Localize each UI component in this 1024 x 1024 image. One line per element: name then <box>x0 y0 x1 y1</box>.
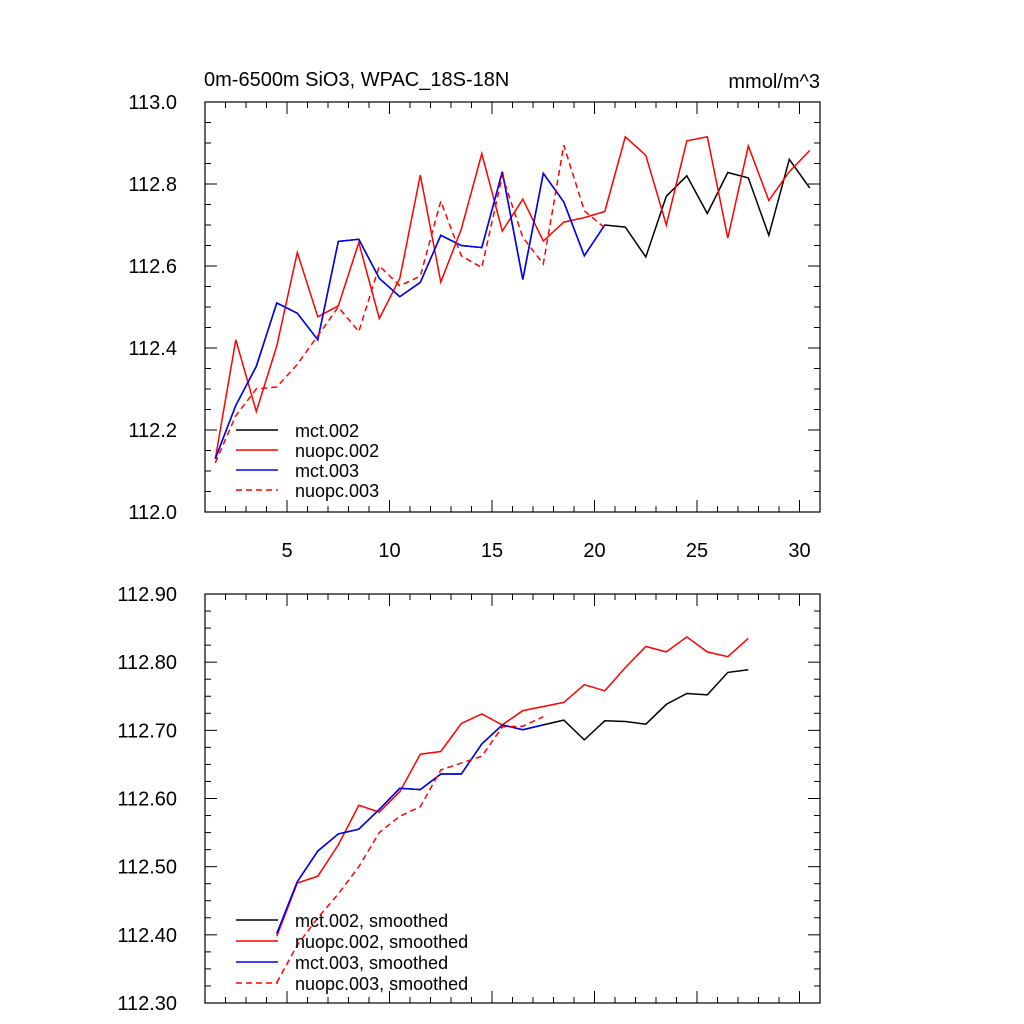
series-line-nuopc-003 <box>214 144 606 464</box>
legend-label: nuopc.003, smoothed <box>295 974 468 994</box>
y-tick-label: 112.80 <box>117 652 177 674</box>
legend-label: nuopc.002 <box>295 441 379 461</box>
series-line-mct-003 <box>214 171 606 459</box>
series-line-nuopc-002-smoothed <box>276 635 749 937</box>
series-line-nuopc-002 <box>214 135 811 459</box>
x-tick-label: 30 <box>788 540 810 562</box>
y-tick-label: 112.30 <box>117 993 177 1015</box>
series-line-mct-003-smoothed <box>276 724 544 934</box>
chart-title: 0m-6500m SiO3, WPAC_18S-18N <box>204 69 509 91</box>
y-tick-label: 112.40 <box>117 925 177 947</box>
legend-label: mct.003, smoothed <box>295 953 448 973</box>
y-tick-label: 112.70 <box>117 720 177 742</box>
y-tick-label: 112.50 <box>117 857 177 879</box>
top-panel: 5 10 15 20 25 30 112.0 112.2 112.4 112.6 112.8 113.… <box>128 92 821 562</box>
y-tick-label: 112.6 <box>128 256 177 278</box>
y-tick-label: 112.0 <box>128 502 177 524</box>
y-tick-label: 112.90 <box>117 584 177 606</box>
legend-label: nuopc.002, smoothed <box>295 932 468 952</box>
y-tick-label: 112.4 <box>128 338 177 360</box>
legend-label: nuopc.003 <box>295 481 379 501</box>
series-line-mct-002-smoothed <box>276 668 749 934</box>
y-tick-label: 112.2 <box>128 420 177 442</box>
chart-units-label: mmol/m^3 <box>728 71 820 93</box>
x-tick-label: 10 <box>378 540 400 562</box>
x-tick-label: 20 <box>583 540 605 562</box>
x-tick-label: 25 <box>686 540 708 562</box>
series-line-nuopc-003-smoothed <box>276 716 544 983</box>
y-tick-label: 112.60 <box>117 789 177 811</box>
legend-label: mct.003 <box>295 461 359 481</box>
x-tick-label: 15 <box>481 540 503 562</box>
y-tick-label: 113.0 <box>128 92 177 114</box>
bottom-panel: 112.30 112.40 112.50 112.60 112.70 112.80 112.… <box>117 584 821 1015</box>
y-tick-label: 112.8 <box>128 174 177 196</box>
x-tick-label: 5 <box>281 540 292 562</box>
legend-label: mct.002, smoothed <box>295 911 448 931</box>
legend-label: mct.002 <box>295 421 359 441</box>
